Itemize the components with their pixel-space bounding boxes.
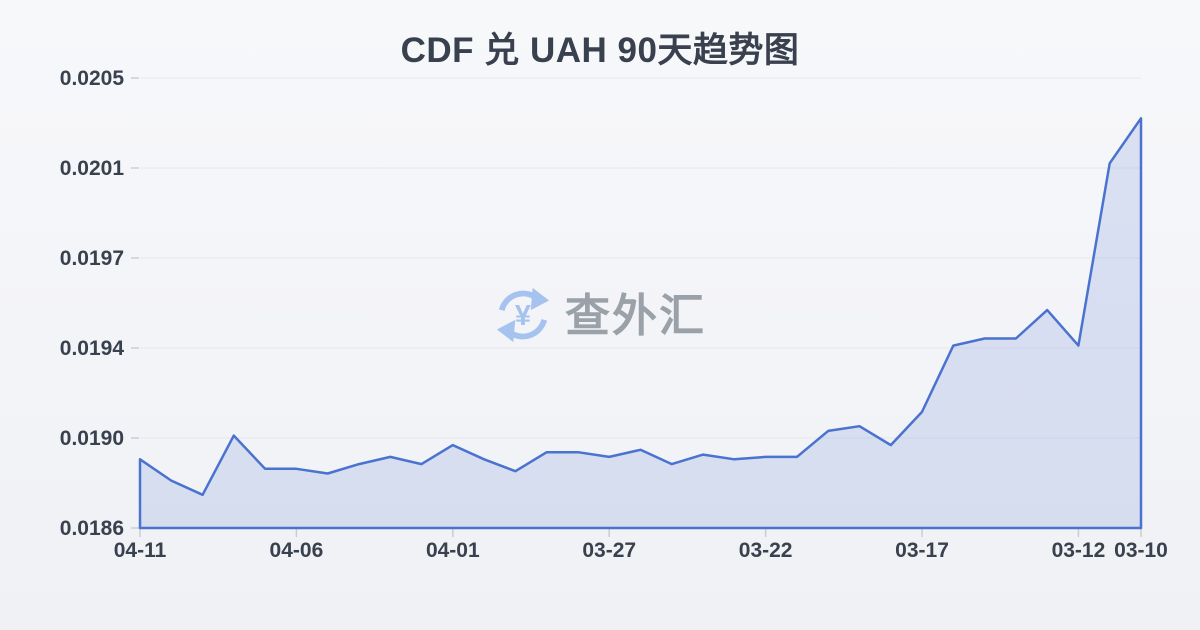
x-axis-label: 03-22: [739, 539, 793, 562]
y-axis-label: 0.0194: [60, 337, 125, 360]
y-axis-label: 0.0201: [60, 157, 125, 180]
axis-labels: 0.0186 0.0190 0.0194 0.0197 0.0201 0.0205 04-1…: [60, 67, 1168, 562]
series-area: [138, 117, 1143, 530]
y-axis-label: 0.0190: [60, 427, 124, 450]
chart-title: CDF 兑 UAH 90天趋势图: [400, 31, 800, 70]
y-axis-label: 0.0186: [60, 517, 124, 540]
x-axis-label: 04-11: [114, 539, 167, 562]
x-axis-label: 03-17: [895, 539, 949, 562]
y-axis-label: 0.0197: [60, 247, 124, 270]
x-axis-label: 03-12: [1052, 539, 1106, 562]
axis-ticks: [131, 77, 1142, 537]
area-series: [138, 117, 1143, 530]
x-axis-label: 04-06: [270, 539, 324, 562]
x-axis-label: 03-10: [1114, 539, 1168, 562]
y-axis-label: 0.0205: [60, 67, 125, 90]
x-axis-label: 04-01: [426, 539, 480, 562]
x-axis-label: 03-27: [582, 539, 636, 562]
